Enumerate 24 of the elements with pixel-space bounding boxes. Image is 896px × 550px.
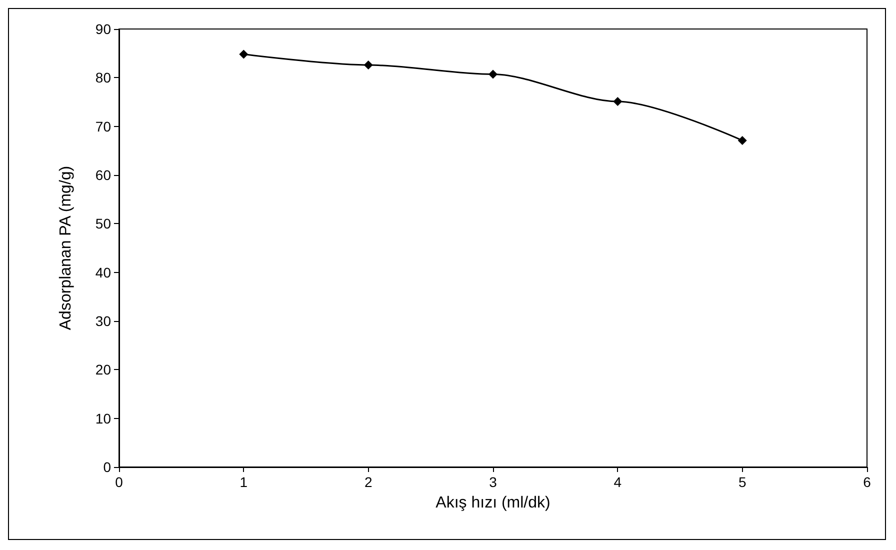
point bbox=[613, 97, 622, 106]
y-tick-label: 50 bbox=[95, 216, 112, 232]
x-axis-title: Akış hızı (ml/dk) bbox=[436, 494, 550, 512]
x-tick-label: 5 bbox=[738, 474, 746, 490]
y-tick-label: 60 bbox=[95, 167, 112, 183]
y-tick-label: 90 bbox=[95, 21, 112, 37]
x-tick-label: 2 bbox=[364, 474, 372, 490]
x-tick-label: 6 bbox=[863, 474, 872, 490]
x-tick-label: 3 bbox=[489, 474, 498, 490]
y-tick-label: 0 bbox=[103, 459, 112, 475]
point bbox=[364, 60, 373, 70]
y-tick-label: 40 bbox=[95, 264, 112, 280]
y-tick-label: 70 bbox=[95, 118, 112, 134]
x-tick-label: 0 bbox=[115, 474, 124, 490]
y-tick-label: 80 bbox=[95, 70, 112, 86]
y-tick-label: 10 bbox=[95, 410, 112, 426]
x-tick-label: 4 bbox=[614, 474, 622, 490]
point bbox=[738, 136, 747, 145]
x-tick-label: 1 bbox=[240, 474, 248, 490]
point bbox=[488, 70, 498, 79]
point bbox=[239, 50, 248, 59]
y-tick-label: 30 bbox=[95, 313, 112, 329]
y-tick-label: 20 bbox=[95, 362, 112, 378]
y-axis-title: Adsorplanan PA (mg/g) bbox=[58, 166, 74, 330]
